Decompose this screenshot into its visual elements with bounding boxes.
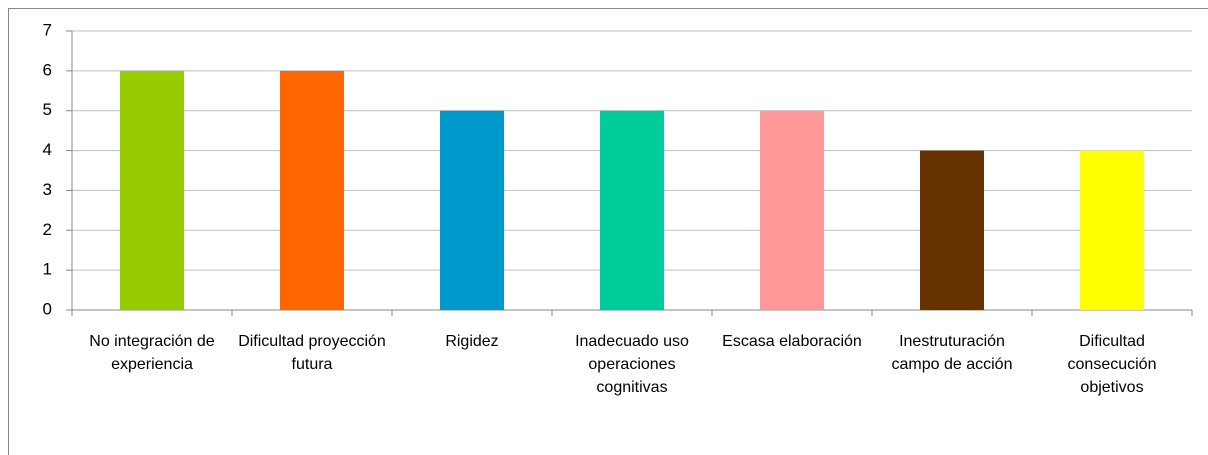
y-tick-label: 6 (43, 60, 52, 79)
x-tick-label: Inestruturación campo de acción (891, 333, 1013, 373)
y-tick-label: 7 (43, 20, 52, 39)
y-tick-label: 1 (43, 260, 52, 279)
bar (1080, 150, 1144, 310)
y-tick-label: 0 (43, 299, 52, 318)
x-tick-label: Dificultad proyección futura (238, 333, 386, 373)
x-tick-label: No integración de experiencia (89, 333, 215, 373)
y-tick-label: 2 (43, 220, 52, 239)
x-tick-label: Escasa elaboración (722, 333, 862, 350)
x-tick-label: Dificultad consecución objetivos (1067, 333, 1157, 396)
y-tick-label: 5 (43, 100, 52, 119)
bar (120, 70, 184, 310)
bar (600, 110, 664, 310)
bar (920, 150, 984, 310)
bar (440, 110, 504, 310)
bar (280, 70, 344, 310)
chart-frame (8, 8, 1208, 455)
y-tick-label: 3 (43, 180, 52, 199)
x-tick-label: Inadecuado uso operaciones cognitivas (575, 333, 689, 396)
bar (760, 110, 824, 310)
x-tick-label: Rigidez (445, 333, 499, 350)
y-tick-label: 4 (43, 140, 52, 159)
